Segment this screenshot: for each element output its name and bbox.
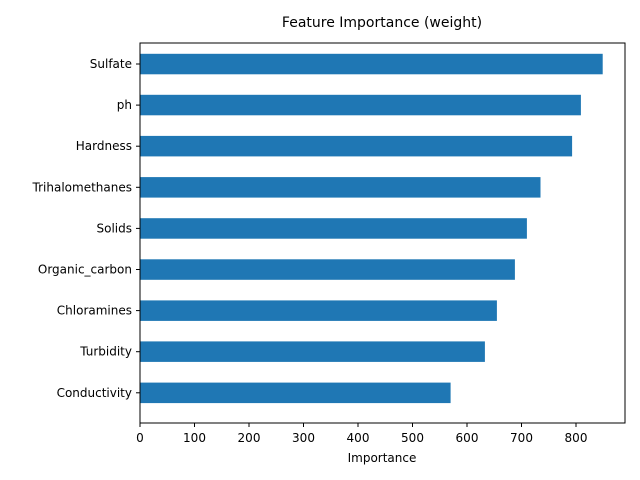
y-tick-label: Solids xyxy=(97,221,133,235)
x-tick-label: 600 xyxy=(456,431,479,445)
bars-layer xyxy=(140,53,603,404)
y-tick-label: Turbidity xyxy=(79,345,132,359)
bar-ph xyxy=(140,94,581,116)
x-tick-label: 500 xyxy=(401,431,424,445)
y-tick-labels: Sulfate ph Hardness Trihalomethanes Solids Or… xyxy=(32,57,140,400)
bar-solids xyxy=(140,218,527,239)
x-tick-labels: 0 100 200 300 400 500 600 700 800 xyxy=(136,423,587,445)
x-tick-label: 400 xyxy=(347,431,370,445)
axes-layer xyxy=(139,42,626,424)
x-tick-label: 0 xyxy=(136,431,144,445)
y-tick-label: Hardness xyxy=(76,139,132,153)
y-tick-label: Trihalomethanes xyxy=(32,180,132,194)
x-axis-label: Importance xyxy=(348,451,417,465)
bar-hardness xyxy=(140,135,573,157)
bar-sulfate xyxy=(140,53,603,75)
bar-organic-carbon xyxy=(140,259,515,280)
bar-trihalomethanes xyxy=(140,177,541,198)
x-tick-label: 800 xyxy=(565,431,588,445)
bar-turbidity xyxy=(140,341,485,362)
y-tick-label: Organic_carbon xyxy=(38,263,132,277)
x-tick-label: 700 xyxy=(510,431,533,445)
y-tick-label: ph xyxy=(117,98,132,112)
bar-chloramines xyxy=(140,300,497,321)
chart-title: Feature Importance (weight) xyxy=(282,15,482,31)
y-tick-label: Chloramines xyxy=(57,304,132,318)
x-tick-label: 300 xyxy=(292,431,315,445)
x-tick-label: 100 xyxy=(183,431,206,445)
x-tick-label: 200 xyxy=(238,431,261,445)
y-tick-label: Conductivity xyxy=(57,386,132,400)
bar-conductivity xyxy=(140,382,451,404)
plot-frame xyxy=(139,42,626,424)
y-tick-label: Sulfate xyxy=(90,57,132,71)
